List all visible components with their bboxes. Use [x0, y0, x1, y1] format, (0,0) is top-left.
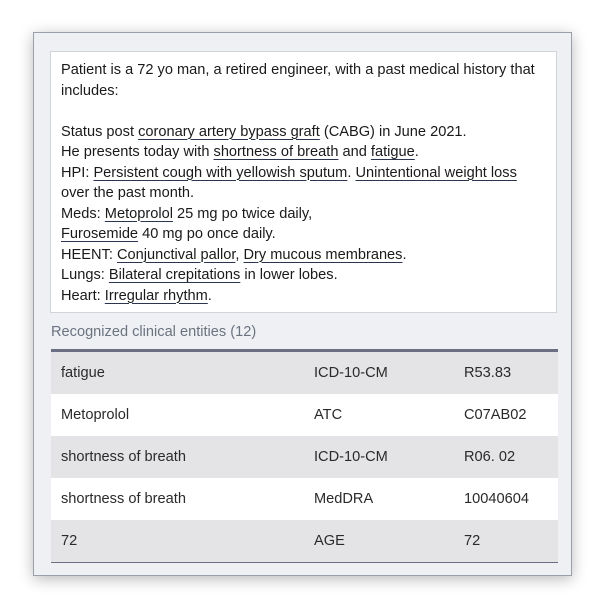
- note-text: 40 mg po once daily.: [138, 226, 276, 242]
- note-text: in lower lobes.: [240, 267, 338, 283]
- code-cell: R06. 02: [464, 449, 516, 465]
- note-meds2-line: Furosemide 40 mg po once daily.: [61, 224, 546, 245]
- note-text: over the past month.: [61, 185, 195, 201]
- note-text: .: [402, 246, 407, 263]
- entity-weight-loss[interactable]: Unintentional weight loss: [355, 164, 517, 181]
- note-presents-line: He presents today with shortness of brea…: [61, 142, 546, 163]
- entities-section-title: Recognized clinical entities (12): [51, 324, 257, 340]
- entity-text-cell: shortness of breath: [61, 449, 186, 465]
- entity-cabg[interactable]: coronary artery bypass graft: [138, 123, 320, 140]
- table-row[interactable]: 72 AGE 72: [51, 520, 558, 562]
- entity-metoprolol[interactable]: Metoprolol: [104, 205, 173, 222]
- note-text: ,: [235, 246, 244, 263]
- code-system-cell: ICD-10-CM: [314, 449, 388, 465]
- entity-furosemide[interactable]: Furosemide: [61, 226, 139, 242]
- note-text: (CABG) in June 2021.: [319, 123, 467, 140]
- entity-recognition-panel: Patient is a 72 yo man, a retired engine…: [33, 32, 572, 576]
- table-row[interactable]: shortness of breath ICD-10-CM R06. 02: [51, 436, 558, 478]
- entity-text-cell: Metoprolol: [61, 407, 130, 423]
- entity-shortness-of-breath[interactable]: shortness of breath: [213, 144, 339, 160]
- entity-conjunctival-pallor[interactable]: Conjunctival pallor: [116, 246, 236, 263]
- note-text: Status post: [61, 123, 139, 140]
- code-cell: R53.83: [464, 365, 512, 381]
- note-blank-line: [61, 101, 546, 122]
- note-heart-line: Heart: Irregular rhythm.: [61, 286, 546, 307]
- note-status-line: Status post coronary artery bypass graft…: [61, 122, 546, 143]
- note-text: Meds:: [61, 205, 105, 222]
- note-meds-line: Meds: Metoprolol 25 mg po twice daily,: [61, 204, 546, 225]
- note-heent-line: HEENT: Conjunctival pallor, Dry mucous m…: [61, 245, 546, 266]
- note-text: and: [338, 144, 371, 160]
- note-text: .: [207, 287, 212, 304]
- entity-persistent-cough[interactable]: Persistent cough with yellowish sputum: [93, 164, 348, 181]
- note-text: .: [347, 164, 356, 181]
- entity-irregular-rhythm[interactable]: Irregular rhythm: [104, 287, 208, 304]
- code-system-cell: MedDRA: [314, 491, 374, 507]
- note-hpi-line: HPI: Persistent cough with yellowish spu…: [61, 163, 546, 204]
- code-system-cell: ICD-10-CM: [314, 365, 388, 381]
- note-lungs-line: Lungs: Bilateral crepitations in lower l…: [61, 265, 546, 286]
- note-text: Heart:: [61, 287, 105, 304]
- entity-text-cell: fatigue: [61, 365, 105, 381]
- code-cell: C07AB02: [464, 407, 527, 423]
- entity-bilateral-crepitations[interactable]: Bilateral crepitations: [108, 267, 241, 283]
- code-system-cell: ATC: [314, 407, 343, 423]
- note-text: He presents today with: [61, 144, 214, 160]
- code-cell: 72: [464, 533, 481, 549]
- table-row[interactable]: Metoprolol ATC C07AB02: [51, 394, 558, 436]
- note-text: .: [414, 144, 419, 160]
- entity-text-cell: 72: [61, 533, 78, 549]
- note-text: 25 mg po twice daily,: [172, 205, 313, 222]
- entities-table: fatigue ICD-10-CM R53.83 Metoprolol ATC …: [51, 349, 558, 563]
- code-cell: 10040604: [464, 491, 529, 507]
- note-text: HPI:: [61, 164, 94, 181]
- entity-fatigue[interactable]: fatigue: [370, 144, 415, 160]
- note-text: HEENT:: [61, 246, 117, 263]
- code-system-cell: AGE: [314, 533, 345, 549]
- table-row[interactable]: fatigue ICD-10-CM R53.83: [51, 352, 558, 394]
- note-intro-line: Patient is a 72 yo man, a retired engine…: [61, 62, 535, 99]
- table-row[interactable]: shortness of breath MedDRA 10040604: [51, 478, 558, 520]
- entity-text-cell: shortness of breath: [61, 491, 186, 507]
- clinical-note-textbox[interactable]: Patient is a 72 yo man, a retired engine…: [50, 51, 557, 313]
- entity-dry-mucous-membranes[interactable]: Dry mucous membranes: [243, 246, 403, 263]
- note-text: Lungs:: [61, 267, 109, 283]
